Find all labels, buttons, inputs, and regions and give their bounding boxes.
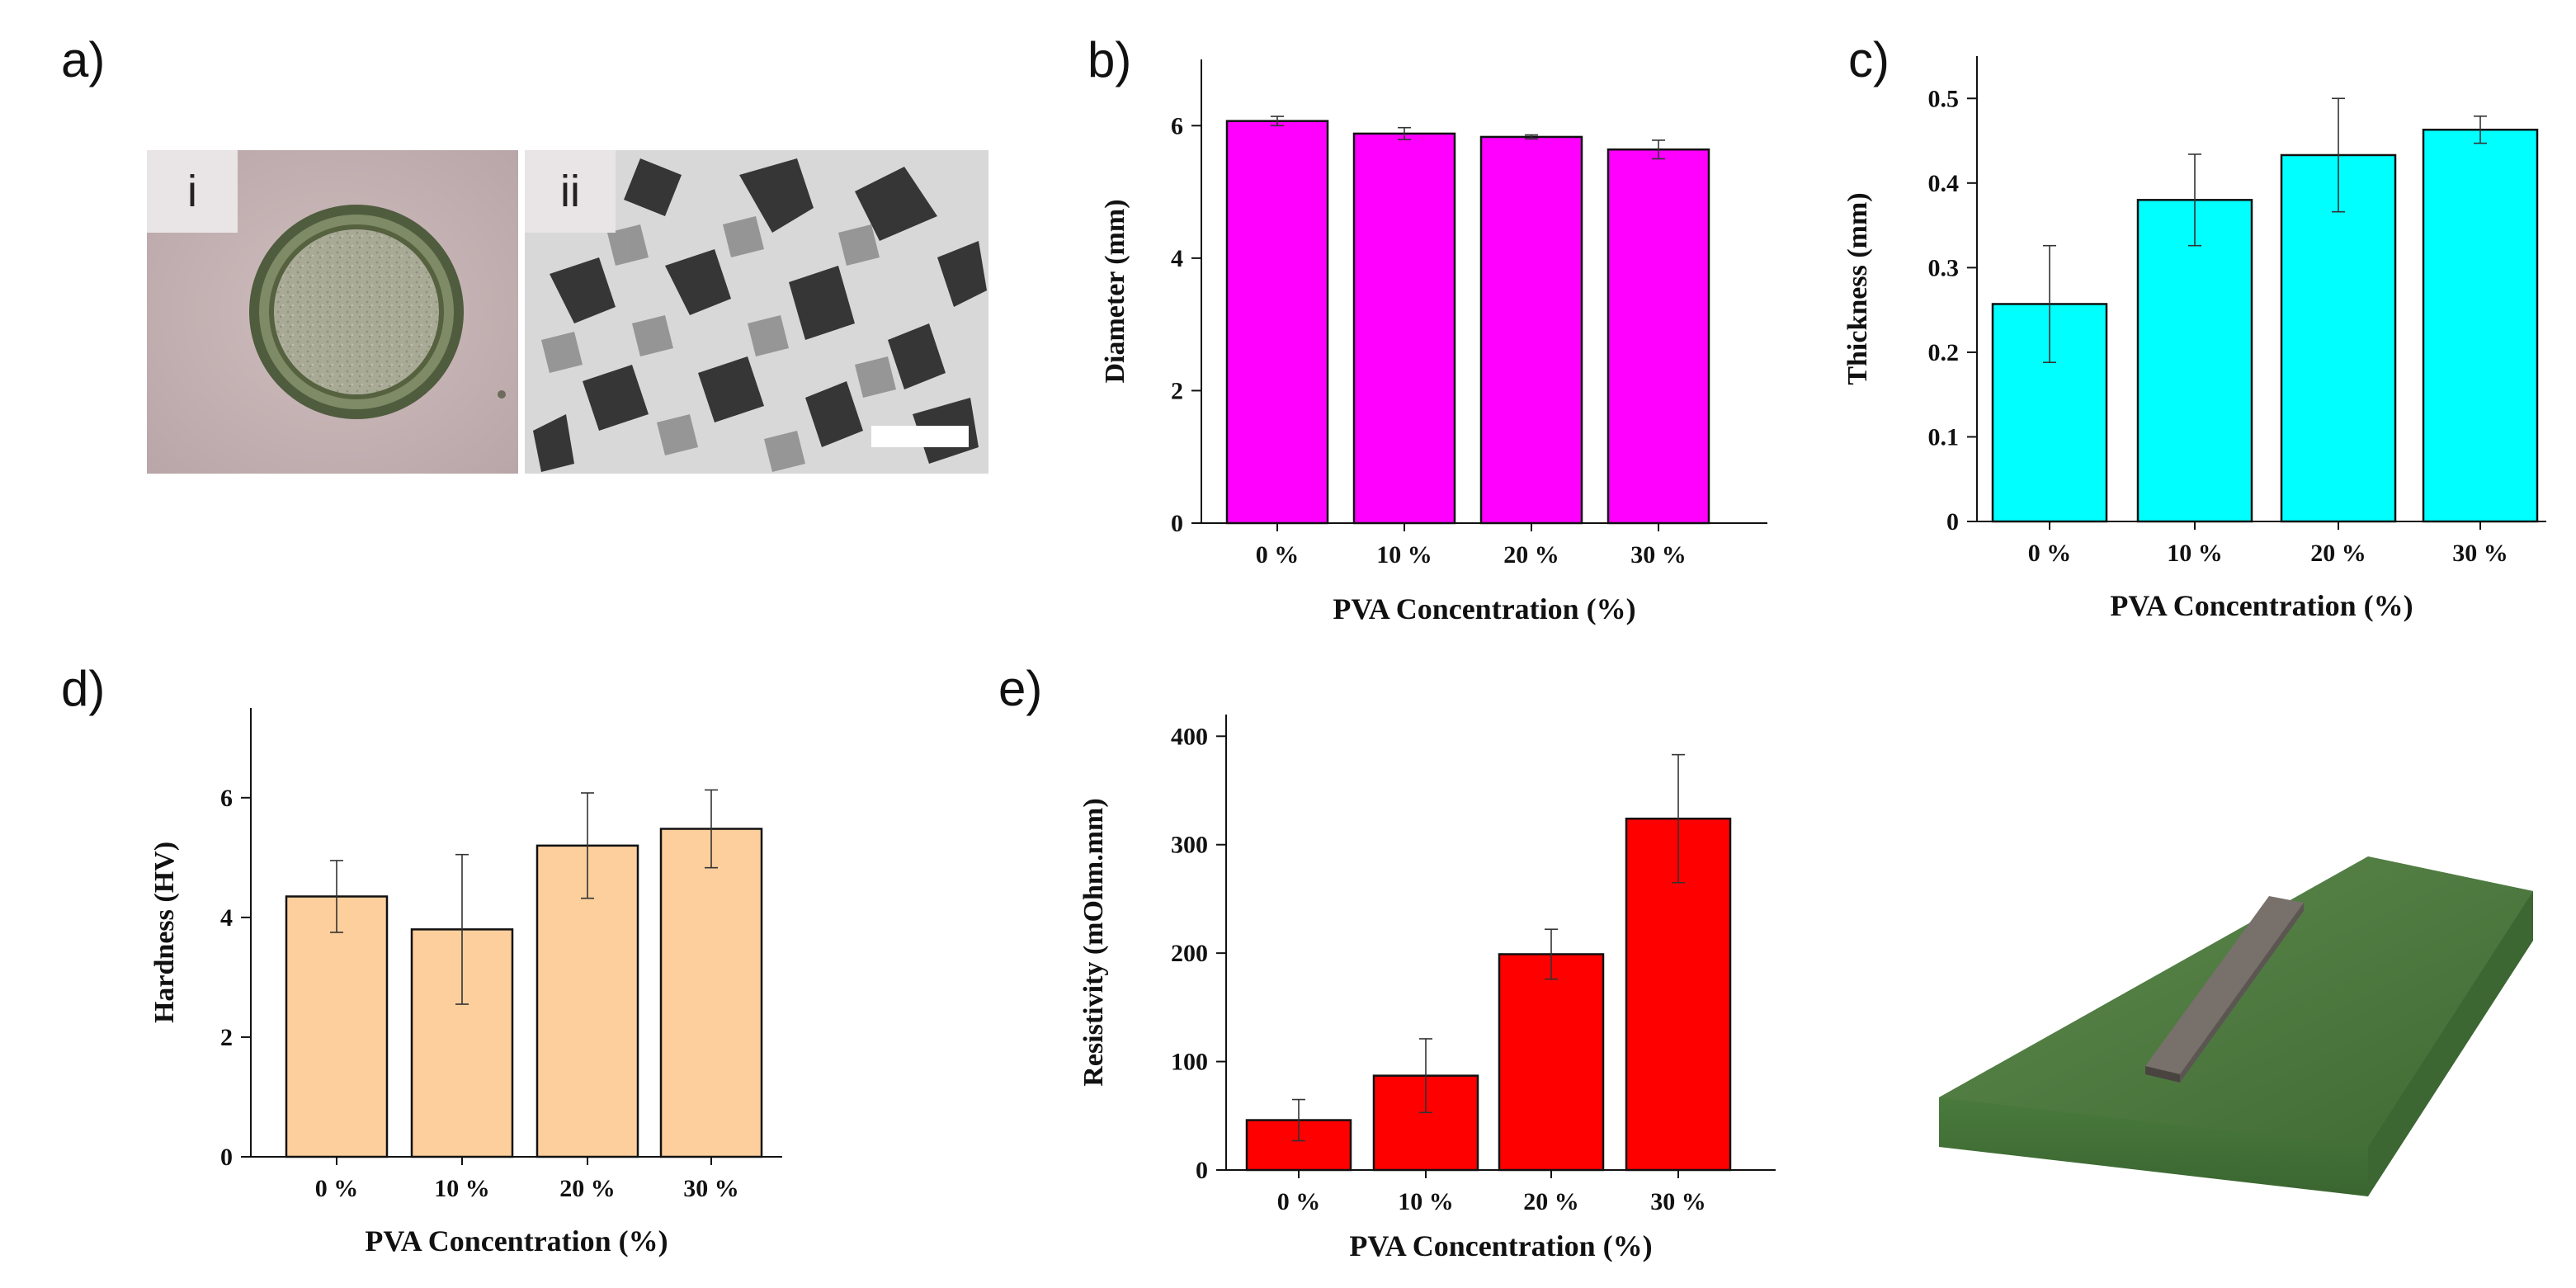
chart-b-xtick-label: 10 %	[1376, 541, 1432, 569]
chart-e-ytick-label: 0	[1196, 1157, 1208, 1184]
chart-c-bar	[2280, 153, 2397, 523]
chart-b-bar	[1352, 132, 1456, 525]
chart-e-xtick-label: 20 %	[1523, 1188, 1579, 1215]
chart-b-ytick-label: 2	[1171, 377, 1183, 404]
chart-b-ytick-label: 6	[1171, 112, 1183, 139]
chart-d-ytick-label: 0	[220, 1144, 233, 1171]
chart-d-xtick-label: 0 %	[315, 1175, 359, 1202]
printed-trace	[2145, 896, 2304, 1074]
chart-b-ylabel: Diameter (mm)	[1100, 199, 1130, 383]
chart-e-xtick-label: 10 %	[1398, 1188, 1454, 1215]
chart-e-xtick-label: 0 %	[1277, 1188, 1321, 1215]
chart-b-bar	[1606, 148, 1710, 525]
substrate-schematic	[1939, 856, 2533, 1196]
panel-label-a: a)	[61, 32, 106, 87]
chart-b-xtick-label: 0 %	[1256, 541, 1300, 569]
chart-c-ytick-label: 0.4	[1928, 170, 1960, 197]
chart-d-ylabel: Hardness (HV)	[149, 842, 180, 1023]
chart-c-xtick-label: 0 %	[2028, 540, 2072, 567]
panel-label-e: e)	[998, 661, 1043, 716]
chart-c-bar	[2136, 199, 2253, 523]
chart-e-ytick-label: 300	[1171, 832, 1208, 859]
chart-c-bar	[2422, 128, 2539, 523]
chart-d-ytick-label: 6	[220, 785, 233, 812]
chart-d-bar	[659, 828, 763, 1158]
chart-b-xtick-label: 20 %	[1503, 541, 1559, 569]
chart-d-ytick-label: 2	[220, 1024, 233, 1051]
chart-d-ytick-label: 4	[220, 904, 233, 932]
chart-b-ytick-label: 4	[1171, 245, 1183, 272]
chart-c-xtick-label: 10 %	[2167, 540, 2223, 567]
chart-c-xtick-label: 20 %	[2310, 540, 2366, 567]
chart-e-ylabel: Resistivity (mOhm.mm)	[1078, 798, 1109, 1086]
substrate-right-side	[2368, 891, 2533, 1196]
chart-d-xtick-label: 20 %	[559, 1175, 616, 1202]
chart-e-xtick-label: 30 %	[1650, 1188, 1706, 1215]
chart-e-ytick-label: 100	[1171, 1049, 1208, 1076]
micrograph-i-label: i	[147, 150, 238, 233]
chart-d-xtick-label: 10 %	[434, 1175, 490, 1202]
chart-c-xtick-label: 30 %	[2452, 540, 2508, 567]
chart-c-ylabel: Thickness (mm)	[1842, 192, 1873, 385]
chart-b-xtick-label: 30 %	[1630, 541, 1687, 569]
micrograph-ii-label: ii	[525, 150, 616, 233]
chart-d-bar	[285, 895, 389, 1158]
chart-e-bar	[1498, 953, 1605, 1172]
chart-b-ytick-label: 0	[1171, 510, 1183, 537]
chart-c-ytick-label: 0.2	[1928, 339, 1960, 366]
electrode-disk	[274, 229, 439, 394]
chart-c-xlabel: PVA Concentration (%)	[2110, 589, 2413, 622]
chart-e-xlabel: PVA Concentration (%)	[1349, 1229, 1652, 1262]
panel-label-d: d)	[61, 661, 106, 716]
chart-c-ytick-label: 0.3	[1928, 254, 1960, 281]
chart-b-bar	[1225, 120, 1329, 525]
chart-b-bar	[1479, 135, 1583, 525]
substrate-front-side	[1939, 1097, 2368, 1196]
chart-e-ytick-label: 200	[1171, 940, 1208, 967]
panel-label-b: b)	[1087, 32, 1132, 87]
chart-d-xlabel: PVA Concentration (%)	[365, 1224, 668, 1257]
chart-b-xlabel: PVA Concentration (%)	[1333, 592, 1635, 625]
chart-c-ytick-label: 0	[1946, 508, 1959, 535]
scale-bar	[871, 426, 969, 447]
panel-label-c: c)	[1848, 32, 1890, 87]
chart-e-ytick-label: 400	[1171, 723, 1208, 750]
chart-d-xtick-label: 30 %	[683, 1175, 739, 1202]
chart-c-ytick-label: 0.1	[1928, 423, 1960, 451]
chart-c-ytick-label: 0.5	[1928, 85, 1960, 112]
chart-e-bar	[1372, 1074, 1479, 1172]
